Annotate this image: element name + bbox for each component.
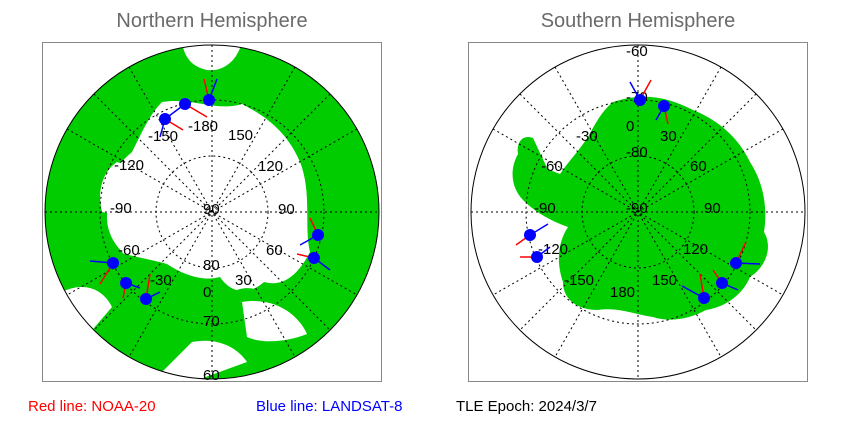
north-pass-marker (107, 257, 119, 269)
south-pass-marker (698, 292, 710, 304)
north-lon-label: 90 (203, 201, 220, 218)
south-lon-label: 90 (704, 200, 721, 217)
south-lon-label: 0 (626, 118, 634, 135)
south-pass-marker (531, 251, 543, 263)
south-lon-label: 60 (690, 158, 707, 175)
legend-landsat-8: Blue line: LANDSAT-8 (256, 398, 403, 415)
north-pass-marker (203, 94, 215, 106)
north-lat-label: 70 (203, 313, 220, 330)
south-pass-marker (730, 257, 742, 269)
north-lon-label: -60 (118, 242, 140, 259)
north-lat-label: 60 (203, 367, 220, 382)
north-map-title: Northern Hemisphere (116, 10, 308, 32)
south-lon-label: 150 (652, 272, 677, 289)
south-lon-label: 30 (660, 128, 677, 145)
north-polar-map: -150 -180 150 -120 120 -90 90 90 -60 60 … (42, 42, 382, 382)
north-lon-label: -90 (110, 200, 132, 217)
south-lon-label: -30 (576, 128, 598, 145)
south-lon-label: -150 (564, 272, 594, 289)
north-pass-marker (159, 113, 171, 125)
south-lon-label: 120 (683, 241, 708, 258)
north-pass-marker (179, 98, 191, 110)
north-pass-marker (312, 229, 324, 241)
north-lon-label: -150 (148, 128, 178, 145)
south-polar-map: -30 0 30 -60 60 -90 90 -120 120 -150 180… (468, 42, 808, 382)
north-lon-label: 90 (278, 201, 295, 218)
tle-epoch: TLE Epoch: 2024/3/7 (456, 398, 597, 415)
north-lon-label: -30 (150, 272, 172, 289)
north-graticule (45, 45, 379, 379)
south-map-title: Southern Hemisphere (540, 10, 736, 32)
south-lat-label: -90 (626, 200, 648, 217)
north-pass-marker (140, 293, 152, 305)
north-pass-marker (308, 252, 320, 264)
south-pass-marker (716, 277, 728, 289)
north-lon-label: -120 (114, 157, 144, 174)
south-lat-label: -60 (626, 43, 648, 60)
north-lon-label: 120 (258, 158, 283, 175)
north-lon-label: 60 (266, 242, 283, 259)
north-lon-label: -180 (188, 118, 218, 135)
legend-noaa-20: Red line: NOAA-20 (28, 398, 156, 415)
south-lon-label: -60 (541, 158, 563, 175)
north-lon-label: 30 (235, 272, 252, 289)
north-lon-label: 150 (228, 127, 253, 144)
antarctica-land (512, 96, 768, 320)
south-lon-label: 180 (610, 284, 635, 301)
north-pass-marker (120, 277, 132, 289)
south-lon-label: -90 (534, 200, 556, 217)
south-lon-label: -120 (538, 241, 568, 258)
south-lat-label: -80 (626, 144, 648, 161)
north-lon-label: 0 (203, 284, 211, 301)
south-pass-marker (524, 229, 536, 241)
south-pass-marker (658, 100, 670, 112)
south-pass-marker (634, 94, 646, 106)
north-lat-label: 80 (203, 257, 220, 274)
